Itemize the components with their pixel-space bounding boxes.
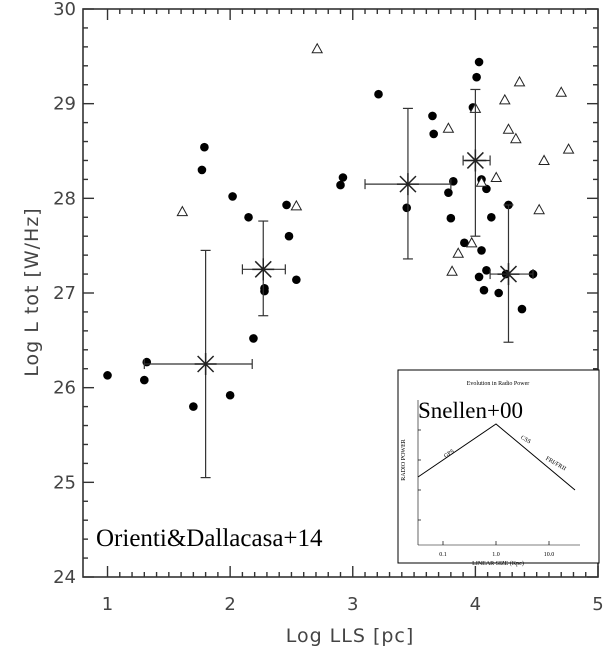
inset-frame <box>397 369 600 564</box>
data-point-circle <box>244 212 253 222</box>
data-point-circle <box>494 288 503 298</box>
inset-title: Evolution in Radio Power <box>467 381 530 387</box>
data-point-circle <box>402 203 412 213</box>
data-point-triangle <box>442 122 455 133</box>
asterisk-stroke <box>499 265 518 283</box>
data-point-median <box>489 204 534 343</box>
data-point-circle <box>477 246 486 255</box>
x-tick-label-5: 5 <box>592 594 603 615</box>
x-tick-label-1: 1 <box>102 594 113 615</box>
data-point-triangle <box>452 247 465 258</box>
data-point-circle <box>487 212 496 222</box>
inset-xtick-1: 1.0 <box>492 552 500 558</box>
annotation-orienti-dallacasa: Orienti&Dallacasa+14 <box>96 525 323 552</box>
data-point-circle <box>428 111 437 121</box>
inset-ticks <box>417 400 580 546</box>
data-point-triangle <box>311 42 324 54</box>
y-tick-label-25: 25 <box>53 472 76 493</box>
asterisk-stroke <box>466 151 484 169</box>
data-point-median <box>462 88 491 237</box>
data-point-circle <box>479 285 489 295</box>
data-point-circle <box>140 375 149 385</box>
data-point-circle <box>444 188 453 197</box>
data-point-circle <box>197 165 207 175</box>
inset-y-label: RADIO POWER <box>401 439 407 481</box>
y-tick-label-26: 26 <box>53 378 76 399</box>
data-point-circle <box>200 142 209 152</box>
data-point-median <box>241 220 286 317</box>
data-point-circle <box>446 213 456 223</box>
data-point-median <box>143 249 253 479</box>
x-tick-label-4: 4 <box>470 594 481 615</box>
data-point-circle <box>292 275 301 285</box>
data-point-triangle <box>538 154 550 165</box>
x-axis-label: Log LLS [pc] <box>286 625 415 647</box>
asterisk-stroke <box>197 355 215 373</box>
data-point-triangle <box>509 132 522 144</box>
asterisk-stroke <box>254 260 272 278</box>
data-point-circle <box>517 304 527 314</box>
data-point-circle <box>336 180 345 190</box>
data-point-circle <box>482 265 491 275</box>
y-tick-label-30: 30 <box>53 0 76 20</box>
inset-xtick-2: 10.0 <box>544 552 555 558</box>
y-tick-label-27: 27 <box>53 283 76 304</box>
data-point-triangle <box>290 199 303 211</box>
inset-x-label: LINEAR SIZE (Kpc) <box>472 560 524 567</box>
data-point-circle <box>228 192 237 201</box>
y-tick-label-24: 24 <box>53 567 76 588</box>
inset-xtick-0: 0.1 <box>439 552 447 558</box>
data-point-triangle <box>475 176 488 187</box>
inset-plot: Evolution in Radio Power Snellen+00 RADI… <box>397 369 600 567</box>
x-tick-label-3: 3 <box>347 594 358 615</box>
inset-evolution-curve <box>417 423 576 491</box>
data-point-triangle <box>502 123 515 134</box>
data-point-circle <box>460 238 469 248</box>
inset-region-gps: GPS <box>443 449 455 460</box>
data-point-circle <box>374 89 383 99</box>
data-point-triangle <box>555 86 568 97</box>
data-point-triangle <box>498 93 511 105</box>
x-tick-label-2: 2 <box>224 594 235 615</box>
data-point-circle <box>472 72 481 82</box>
asterisk-stroke <box>399 175 417 193</box>
data-marks <box>103 42 575 479</box>
y-tick-label-29: 29 <box>53 94 76 115</box>
data-point-circle <box>284 231 294 241</box>
data-point-circle <box>474 57 484 67</box>
data-point-triangle <box>513 75 526 87</box>
inset-region-css: CSS <box>519 435 531 446</box>
data-point-circle <box>474 272 484 282</box>
data-point-circle <box>282 200 291 210</box>
tick-labels: 1 2 3 4 5 24 25 26 27 28 29 30 <box>53 0 604 615</box>
data-point-triangle <box>446 265 458 276</box>
data-point-circle <box>103 371 112 380</box>
data-point-median <box>364 107 452 260</box>
y-tick-label-28: 28 <box>53 188 76 209</box>
data-point-triangle <box>176 205 189 217</box>
y-axis-label: Log L tot [W/Hz] <box>21 207 43 376</box>
data-point-circle <box>249 334 258 343</box>
data-point-triangle <box>465 236 478 248</box>
data-point-circle <box>189 402 198 411</box>
data-point-triangle <box>533 203 545 215</box>
data-point-triangle <box>562 143 575 154</box>
data-point-circle <box>260 286 269 296</box>
data-point-circle <box>225 390 235 400</box>
axis-ticks <box>83 8 599 578</box>
inset-label-snellen: Snellen+00 <box>418 398 523 423</box>
data-point-circle <box>338 173 348 182</box>
data-point-triangle <box>490 171 503 183</box>
data-point-circle <box>429 129 438 139</box>
